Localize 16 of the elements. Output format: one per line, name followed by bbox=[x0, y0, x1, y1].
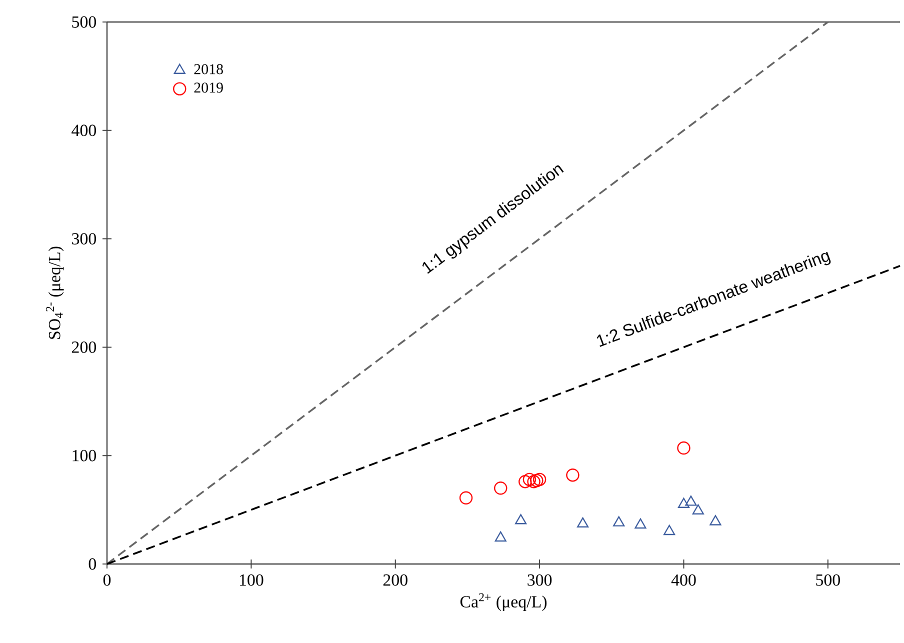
x-tick-label: 400 bbox=[671, 574, 696, 586]
y-tick-label: 500 bbox=[72, 16, 96, 28]
x-tick-label: 0 bbox=[103, 574, 111, 586]
y-axis-title: SO$_{4}$$^{2-}$ (μeq/L) bbox=[46, 246, 64, 339]
x-tick-label: 200 bbox=[383, 574, 408, 586]
x-axis-title: Ca$^{2+}$ (μeq/L) bbox=[460, 593, 547, 611]
x-tick-label: 500 bbox=[816, 574, 840, 586]
y-tick-label: 400 bbox=[72, 124, 96, 136]
x-tick-label: 100 bbox=[240, 574, 264, 586]
y-tick-label: 0 bbox=[88, 558, 96, 570]
y-tick-label: 200 bbox=[72, 341, 96, 353]
y-tick-label: 300 bbox=[72, 233, 96, 245]
legend-label: 2018 bbox=[194, 64, 223, 74]
legend-label: 2019 bbox=[194, 82, 223, 93]
y-tick-label: 100 bbox=[72, 450, 96, 462]
x-tick-label: 300 bbox=[528, 574, 552, 586]
